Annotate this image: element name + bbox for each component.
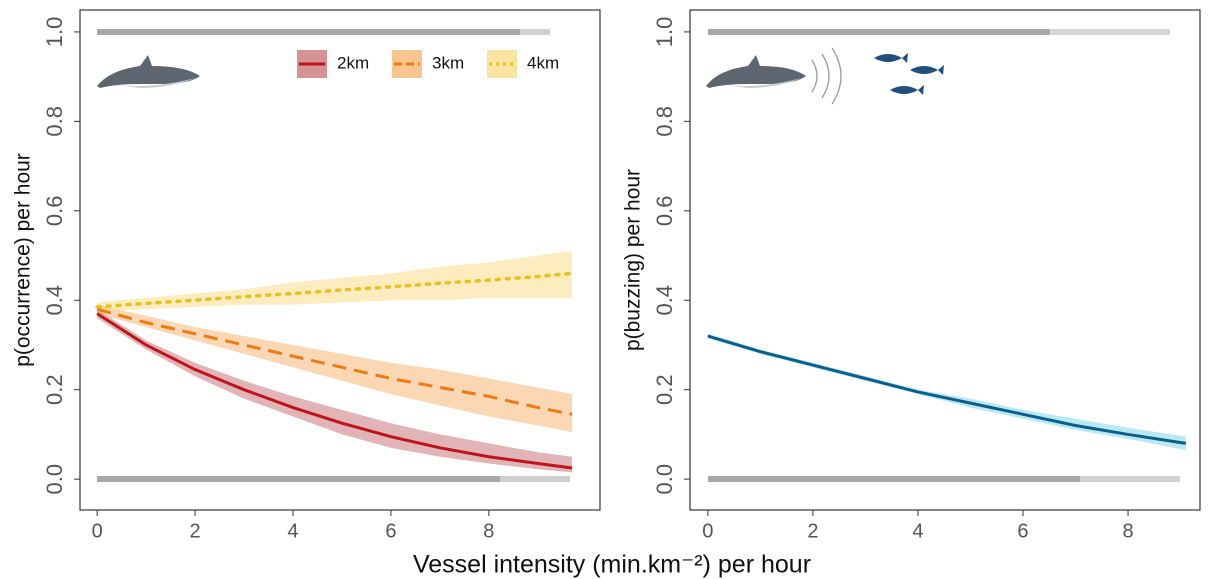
legend-label: 3km xyxy=(432,53,464,72)
plot-frame xyxy=(689,9,1201,511)
y-tick-label: 0.0 xyxy=(42,464,67,495)
porpoise-icon xyxy=(706,47,944,105)
rug xyxy=(97,29,1180,482)
legend-label: 2km xyxy=(337,53,369,72)
x-tick-label: 6 xyxy=(1017,520,1028,542)
x-tick-label: 4 xyxy=(912,520,923,542)
y-axis-title: p(occurrence) per hour xyxy=(12,153,35,367)
y-tick-label: 0.4 xyxy=(42,285,67,316)
x-tick-label: 0 xyxy=(702,520,713,542)
x-tick-label: 8 xyxy=(483,520,494,542)
y-axis-title: p(buzzing) per hour xyxy=(622,169,645,351)
porpoise-icon xyxy=(97,55,200,88)
y-tick-label: 0.4 xyxy=(652,285,677,316)
x-tick-label: 6 xyxy=(385,520,396,542)
y-tick-label: 1.0 xyxy=(42,17,67,48)
x-tick-label: 4 xyxy=(287,520,298,542)
confidence-band xyxy=(97,304,573,433)
trend-line xyxy=(96,307,573,416)
y-tick-label: 0.6 xyxy=(42,196,67,227)
x-tick-label: 2 xyxy=(807,520,818,542)
y-tick-label: 0.2 xyxy=(42,374,67,405)
trend-line xyxy=(96,312,573,470)
x-tick-label: 8 xyxy=(1122,520,1133,542)
y-tick-label: 0.6 xyxy=(652,196,677,227)
x-tick-label: 0 xyxy=(92,520,103,542)
y-tick-label: 0.8 xyxy=(652,106,677,137)
x-axis-title: Vessel intensity (min.km⁻²) per hour xyxy=(413,551,811,579)
plot-frame xyxy=(79,9,601,511)
legend-label: 4km xyxy=(527,53,559,72)
y-tick-label: 0.8 xyxy=(42,106,67,137)
trend-line xyxy=(95,271,574,309)
y-tick-label: 0.0 xyxy=(652,464,677,495)
confidence-band xyxy=(707,333,1186,451)
y-tick-label: 0.2 xyxy=(652,374,677,405)
confidence-band xyxy=(97,251,573,312)
trend-line xyxy=(707,334,1187,445)
confidence-band xyxy=(97,309,573,473)
x-tick-label: 2 xyxy=(190,520,201,542)
y-tick-label: 1.0 xyxy=(652,17,677,48)
